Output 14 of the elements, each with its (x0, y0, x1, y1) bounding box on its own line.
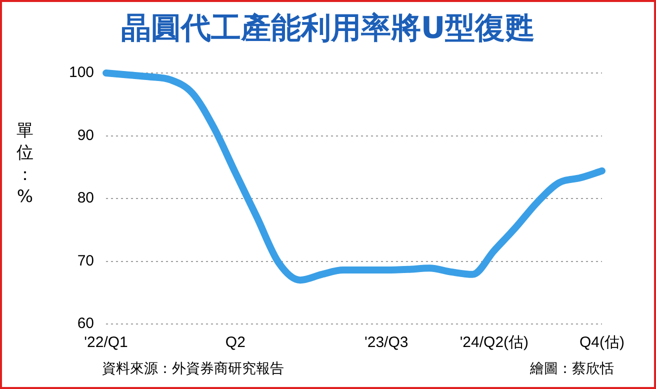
y-axis-title: 單位：% (16, 120, 34, 208)
x-tick-label: '23/Q3 (364, 334, 408, 352)
x-tick-label: Q2 (225, 334, 246, 352)
x-tick-label: '22/Q1 (84, 334, 128, 352)
chart-title: 晶圓代工產能利用率將U型復甦 (120, 10, 536, 48)
x-tick-label: Q4(估) (580, 334, 625, 352)
text: 繪圖：蔡欣恬 (530, 360, 614, 378)
y-tick-label: 70 (77, 252, 94, 270)
y-tick-label: 60 (77, 315, 94, 332)
y-tick-label: 100 (68, 64, 94, 82)
y-tick-label: 90 (77, 126, 94, 144)
x-tick-label: '24/Q2(估) (460, 334, 529, 352)
source-note: 資料來源：外資券商研究報告 (102, 360, 284, 378)
y-tick-label: 80 (77, 190, 94, 207)
